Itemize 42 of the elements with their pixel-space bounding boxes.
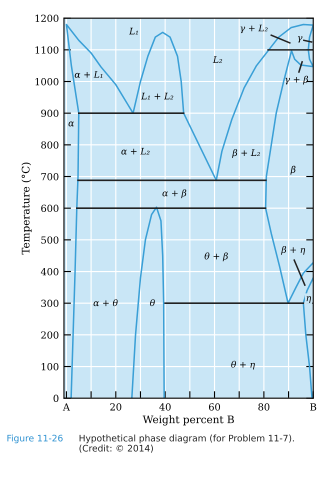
annotation: β + η bbox=[281, 246, 306, 255]
caption: Figure 11-26 bbox=[7, 434, 63, 444]
annotation: α + θ bbox=[94, 299, 118, 306]
y-tick-label: 1100 bbox=[36, 46, 58, 54]
annotation: θ bbox=[150, 299, 155, 306]
x-tick-label: 40 bbox=[159, 403, 171, 411]
y-tick-label: 800 bbox=[41, 141, 58, 149]
line-series bbox=[302, 277, 314, 398]
x-tick-label: 80 bbox=[258, 403, 270, 411]
annotation: α + L₁ bbox=[74, 71, 102, 78]
line-series bbox=[131, 206, 165, 398]
annotation: L₂ bbox=[212, 56, 222, 63]
annotation: θ + η bbox=[231, 360, 255, 370]
x-tick-label: 20 bbox=[110, 403, 122, 411]
x-axis-title: Weight percent B bbox=[142, 415, 234, 426]
annotation: α + L₂ bbox=[121, 148, 150, 155]
y-tick-label: 700 bbox=[41, 172, 58, 180]
annotation: L₁ bbox=[129, 28, 138, 34]
y-tick-label: 300 bbox=[41, 300, 58, 308]
y-tick-label: 100 bbox=[42, 363, 58, 370]
annotation: η bbox=[306, 296, 312, 303]
x-tick-label: A bbox=[62, 403, 70, 410]
annotation: γ bbox=[298, 36, 302, 43]
y-tick-label: 200 bbox=[41, 331, 58, 339]
x-tick-label: 60 bbox=[208, 403, 220, 411]
annotation: γ + L₂ bbox=[240, 24, 268, 34]
annotation: α + β bbox=[162, 189, 186, 198]
annotation: α bbox=[68, 122, 74, 126]
y-axis-title: Temperature (°C) bbox=[21, 162, 32, 255]
y-tick-label: 900 bbox=[41, 110, 58, 118]
y-tick-label: 600 bbox=[41, 204, 58, 212]
x-tick-label: B bbox=[310, 403, 316, 410]
annotation: β + L₂ bbox=[232, 149, 260, 158]
y-tick-label: 0 bbox=[54, 394, 58, 402]
annotation: θ + β bbox=[204, 252, 228, 262]
annotation: L₁ + L₂ bbox=[141, 92, 174, 100]
annotation: β bbox=[290, 166, 296, 175]
y-tick-label: 500 bbox=[41, 236, 58, 244]
y-tick-label: 1200 bbox=[36, 14, 58, 22]
y-tick-label: 400 bbox=[40, 268, 58, 276]
y-tick-label: 1000 bbox=[36, 78, 58, 86]
text: Hypothetical phase diagram (for Problem 11-7). (Credit: © 2014) bbox=[79, 434, 294, 453]
